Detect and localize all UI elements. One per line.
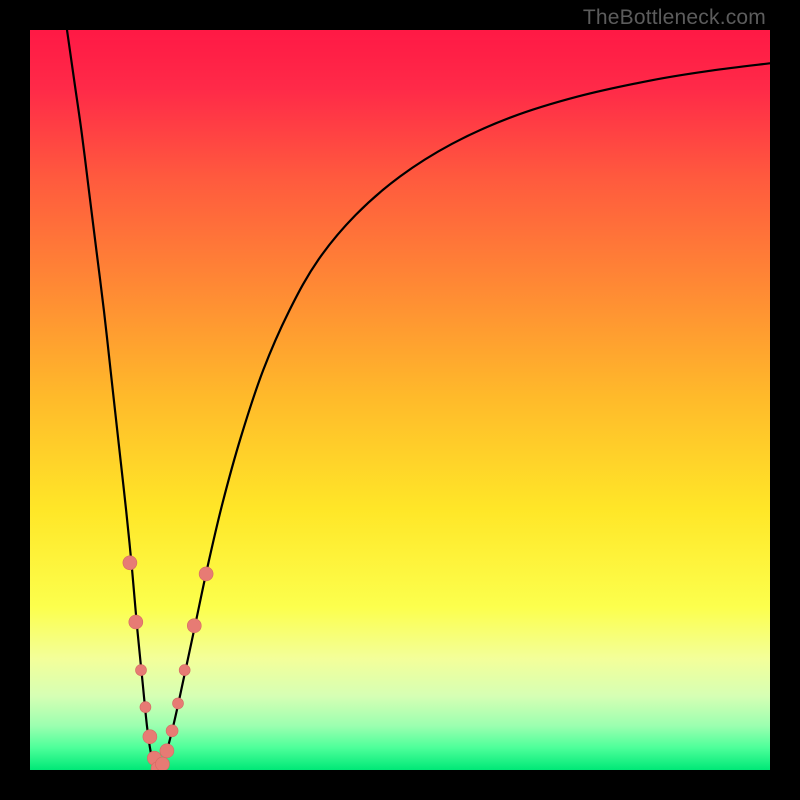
data-marker: [123, 556, 137, 570]
chart-frame: TheBottleneck.com: [0, 0, 800, 800]
data-marker: [129, 615, 143, 629]
data-marker: [166, 725, 178, 737]
data-marker: [187, 619, 201, 633]
data-marker: [173, 698, 184, 709]
data-marker: [160, 744, 174, 758]
data-marker: [199, 567, 213, 581]
plot-area: [30, 30, 770, 770]
watermark-text: TheBottleneck.com: [583, 6, 766, 30]
data-marker: [155, 757, 169, 770]
plot-svg: [30, 30, 770, 770]
data-marker: [143, 730, 157, 744]
data-marker: [140, 702, 151, 713]
data-marker: [136, 665, 147, 676]
data-marker: [179, 665, 190, 676]
